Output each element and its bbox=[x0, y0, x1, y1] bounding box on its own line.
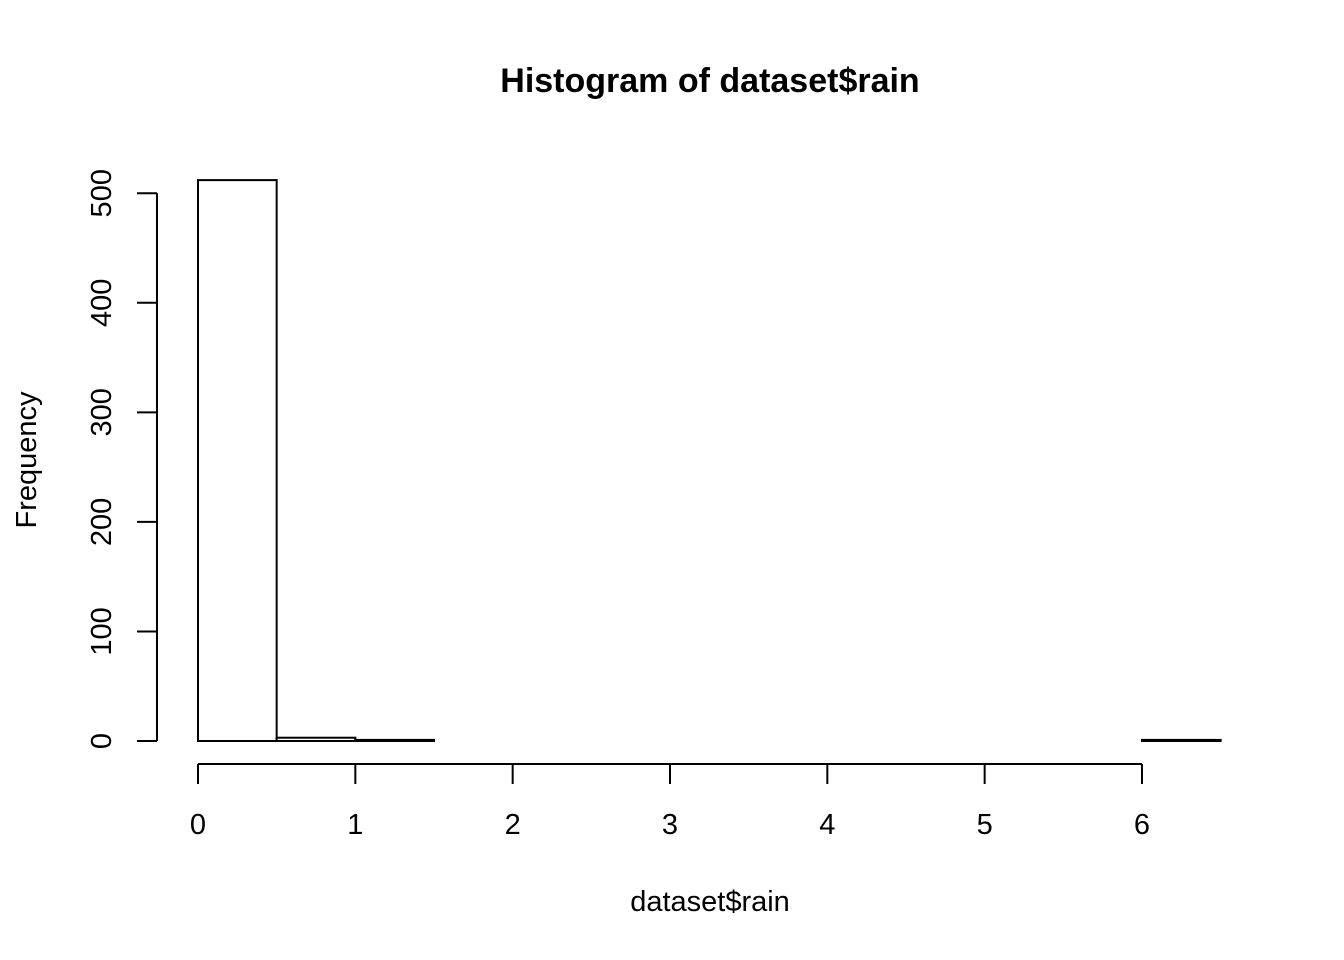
histogram-bar bbox=[197, 179, 278, 742]
histogram-bar bbox=[275, 736, 357, 743]
histogram-bar bbox=[354, 738, 435, 742]
y-tick-label: 400 bbox=[86, 279, 118, 327]
y-axis-label: Frequency bbox=[11, 391, 43, 529]
y-axis: 0 100 200 300 400 500 bbox=[86, 169, 158, 749]
histogram-bar bbox=[1140, 738, 1222, 742]
x-axis: 0 1 2 3 4 5 6 bbox=[190, 763, 1150, 841]
x-tick-label: 6 bbox=[1134, 809, 1150, 841]
y-tick-label: 0 bbox=[86, 733, 118, 749]
x-tick-label: 1 bbox=[347, 809, 363, 841]
chart-title: Histogram of dataset$rain bbox=[500, 62, 919, 100]
y-tick-label: 100 bbox=[86, 607, 118, 655]
y-tick-label: 300 bbox=[86, 388, 118, 436]
x-tick-label: 0 bbox=[190, 809, 206, 841]
bars-group bbox=[197, 179, 1222, 743]
x-tick-label: 4 bbox=[819, 809, 835, 841]
x-axis-label: dataset$rain bbox=[630, 886, 790, 918]
x-tick-label: 5 bbox=[977, 809, 993, 841]
x-tick-label: 2 bbox=[505, 809, 521, 841]
y-tick-label: 200 bbox=[86, 498, 118, 546]
y-tick-label: 500 bbox=[86, 169, 118, 217]
x-tick-label: 3 bbox=[662, 809, 678, 841]
